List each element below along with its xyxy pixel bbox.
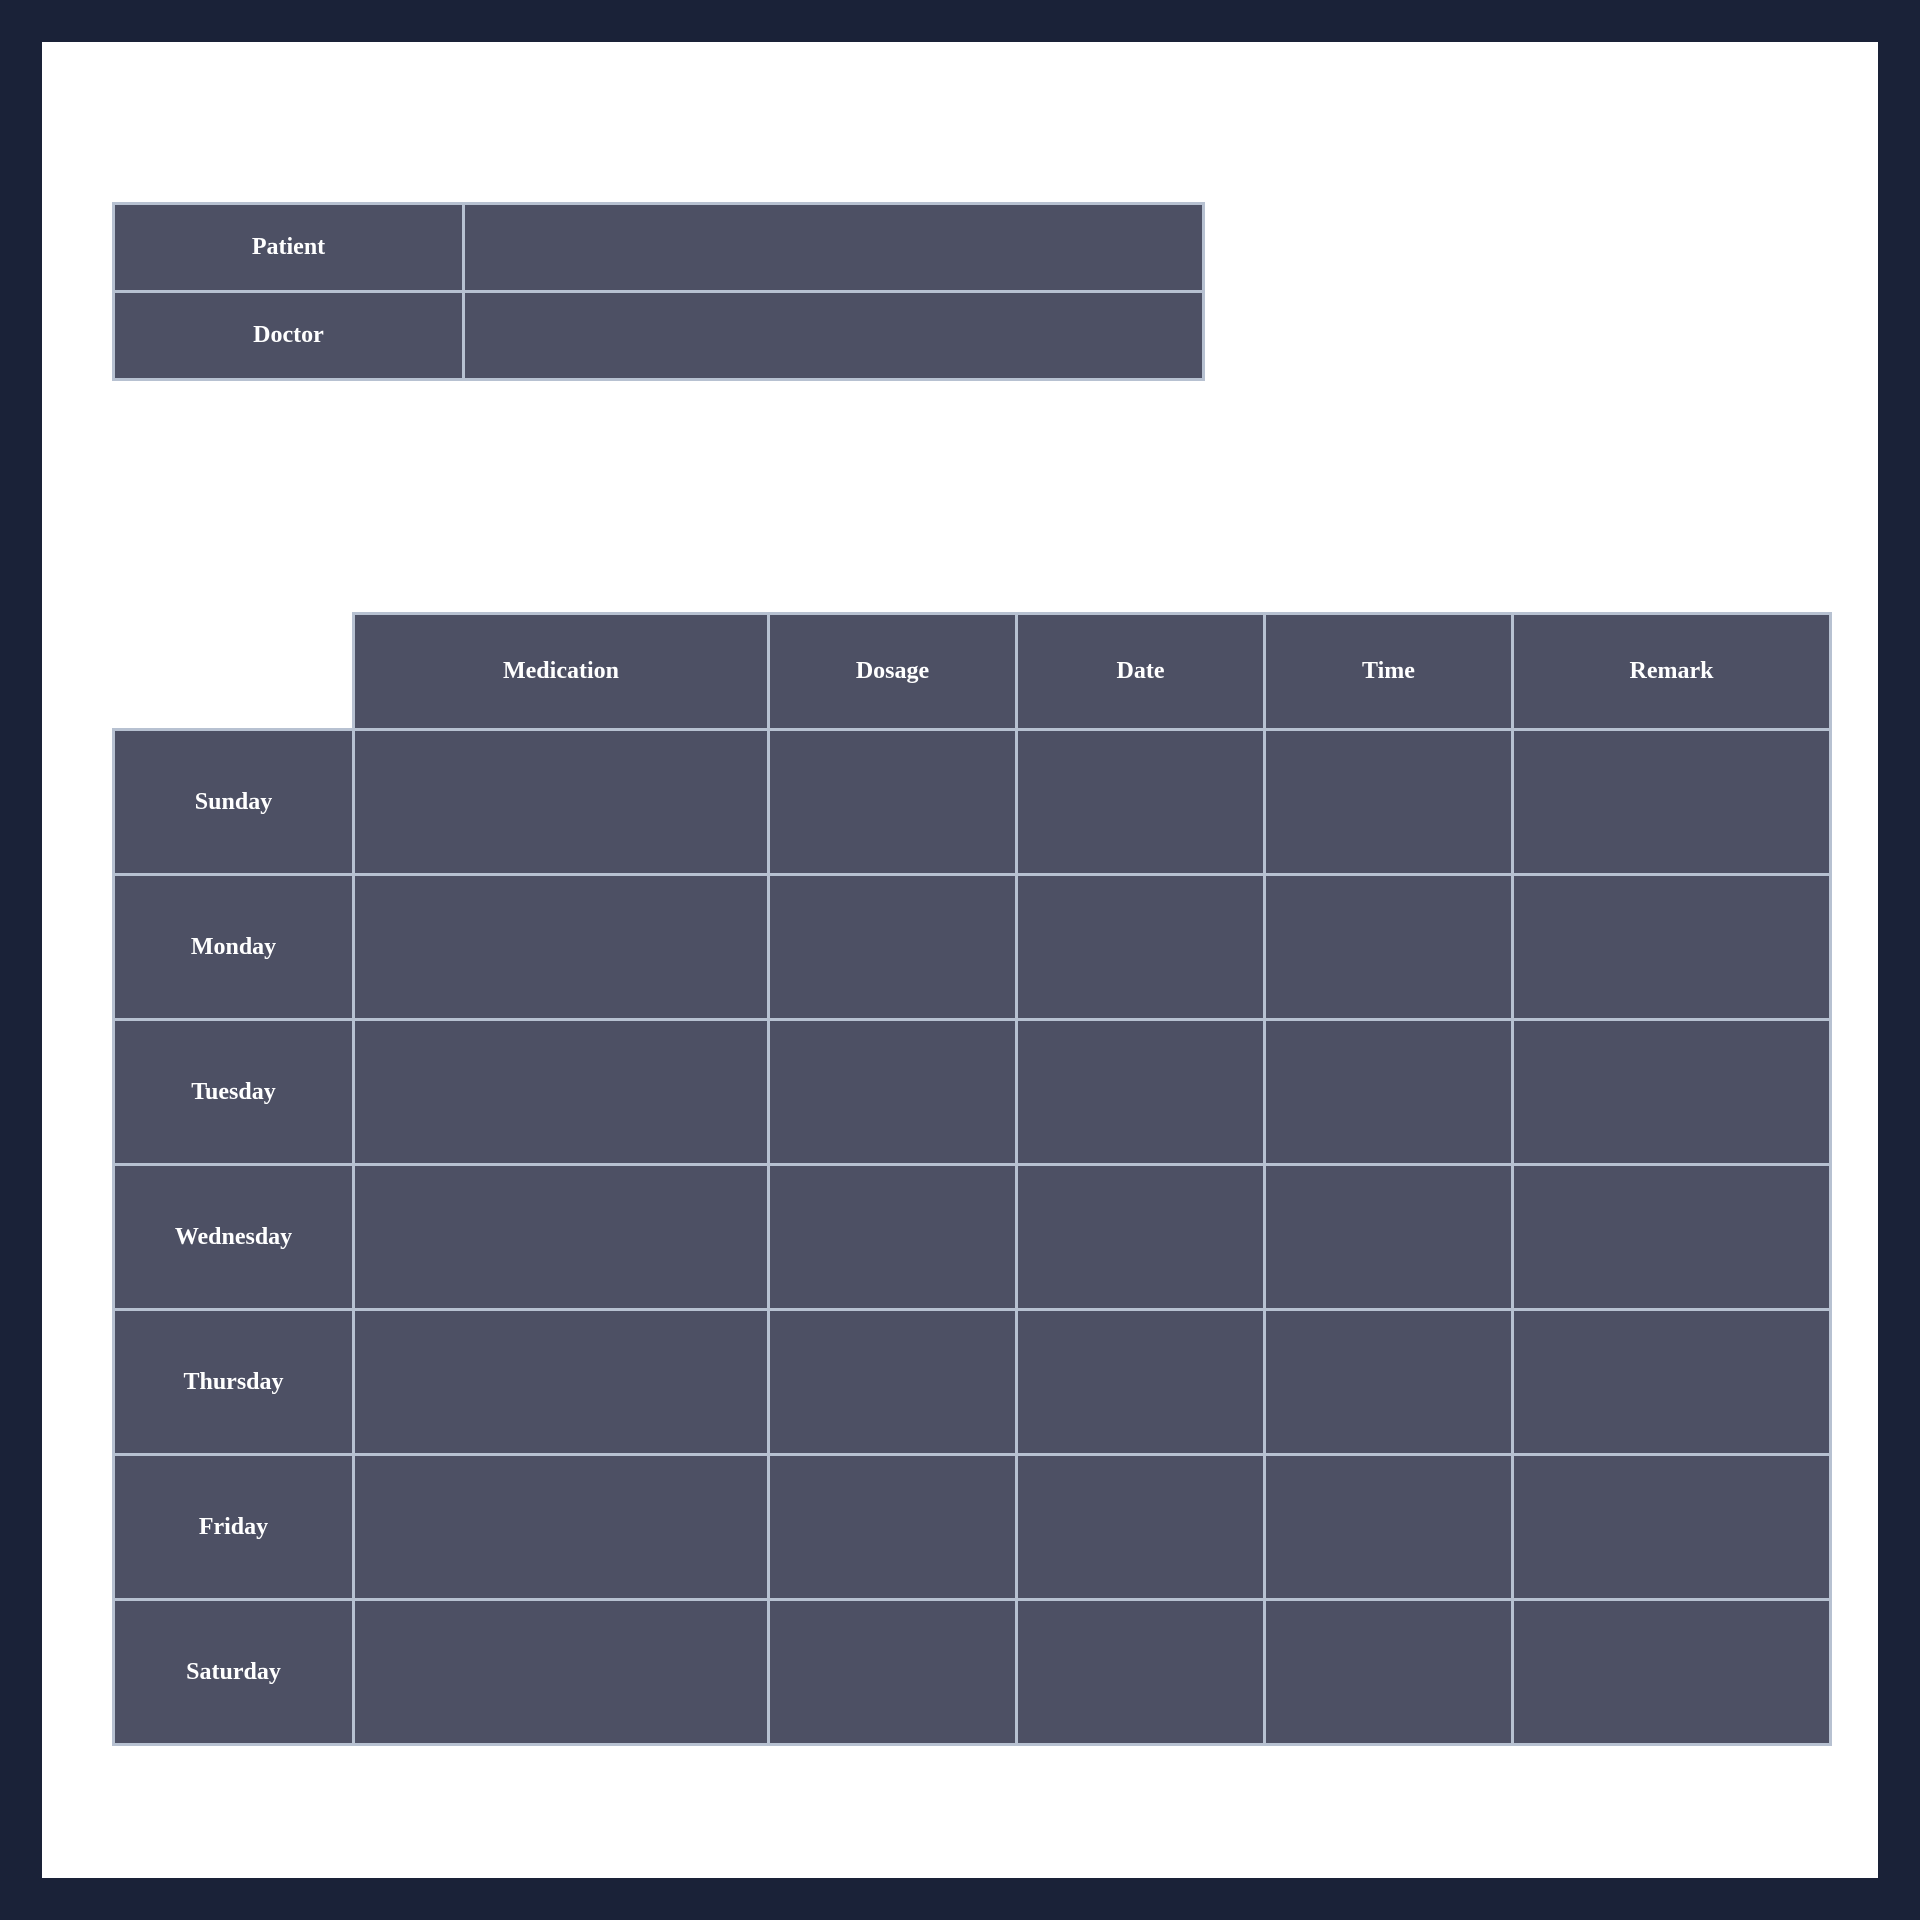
cell-saturday-dosage[interactable] <box>769 1600 1017 1745</box>
cell-saturday-remark[interactable] <box>1513 1600 1831 1745</box>
cell-tuesday-time[interactable] <box>1265 1020 1513 1165</box>
cell-thursday-time[interactable] <box>1265 1310 1513 1455</box>
cell-wednesday-date[interactable] <box>1017 1165 1265 1310</box>
row-label-wednesday: Wednesday <box>114 1165 354 1310</box>
cell-friday-remark[interactable] <box>1513 1455 1831 1600</box>
cell-wednesday-dosage[interactable] <box>769 1165 1017 1310</box>
col-header-date: Date <box>1017 614 1265 730</box>
info-label-patient: Patient <box>114 204 464 292</box>
cell-thursday-date[interactable] <box>1017 1310 1265 1455</box>
cell-tuesday-medication[interactable] <box>354 1020 769 1165</box>
col-header-dosage: Dosage <box>769 614 1017 730</box>
cell-wednesday-time[interactable] <box>1265 1165 1513 1310</box>
cell-sunday-remark[interactable] <box>1513 730 1831 875</box>
cell-monday-date[interactable] <box>1017 875 1265 1020</box>
schedule-row-friday: Friday <box>114 1455 1831 1600</box>
schedule-corner-blank <box>114 614 354 730</box>
page: Patient Doctor Medication Dosage Date Ti… <box>42 42 1878 1878</box>
schedule-row-monday: Monday <box>114 875 1831 1020</box>
schedule-row-sunday: Sunday <box>114 730 1831 875</box>
schedule-header-row: Medication Dosage Date Time Remark <box>114 614 1831 730</box>
info-table: Patient Doctor <box>112 202 1205 381</box>
info-row-doctor: Doctor <box>114 292 1204 380</box>
cell-monday-time[interactable] <box>1265 875 1513 1020</box>
cell-saturday-medication[interactable] <box>354 1600 769 1745</box>
cell-saturday-time[interactable] <box>1265 1600 1513 1745</box>
info-value-patient[interactable] <box>464 204 1204 292</box>
row-label-monday: Monday <box>114 875 354 1020</box>
schedule-row-tuesday: Tuesday <box>114 1020 1831 1165</box>
cell-saturday-date[interactable] <box>1017 1600 1265 1745</box>
col-header-remark: Remark <box>1513 614 1831 730</box>
cell-sunday-medication[interactable] <box>354 730 769 875</box>
cell-tuesday-dosage[interactable] <box>769 1020 1017 1165</box>
col-header-medication: Medication <box>354 614 769 730</box>
cell-friday-time[interactable] <box>1265 1455 1513 1600</box>
row-label-thursday: Thursday <box>114 1310 354 1455</box>
row-label-sunday: Sunday <box>114 730 354 875</box>
cell-sunday-time[interactable] <box>1265 730 1513 875</box>
cell-monday-dosage[interactable] <box>769 875 1017 1020</box>
cell-thursday-dosage[interactable] <box>769 1310 1017 1455</box>
info-value-doctor[interactable] <box>464 292 1204 380</box>
schedule-row-thursday: Thursday <box>114 1310 1831 1455</box>
cell-monday-medication[interactable] <box>354 875 769 1020</box>
row-label-saturday: Saturday <box>114 1600 354 1745</box>
schedule-body: Sunday Monday Tuesday <box>114 730 1831 1745</box>
cell-sunday-dosage[interactable] <box>769 730 1017 875</box>
cell-thursday-medication[interactable] <box>354 1310 769 1455</box>
cell-thursday-remark[interactable] <box>1513 1310 1831 1455</box>
cell-wednesday-remark[interactable] <box>1513 1165 1831 1310</box>
cell-friday-medication[interactable] <box>354 1455 769 1600</box>
row-label-tuesday: Tuesday <box>114 1020 354 1165</box>
info-label-doctor: Doctor <box>114 292 464 380</box>
cell-friday-dosage[interactable] <box>769 1455 1017 1600</box>
cell-sunday-date[interactable] <box>1017 730 1265 875</box>
schedule-table: Medication Dosage Date Time Remark Sunda… <box>112 612 1832 1746</box>
schedule-row-wednesday: Wednesday <box>114 1165 1831 1310</box>
info-row-patient: Patient <box>114 204 1204 292</box>
row-label-friday: Friday <box>114 1455 354 1600</box>
schedule-row-saturday: Saturday <box>114 1600 1831 1745</box>
cell-friday-date[interactable] <box>1017 1455 1265 1600</box>
cell-wednesday-medication[interactable] <box>354 1165 769 1310</box>
col-header-time: Time <box>1265 614 1513 730</box>
cell-tuesday-remark[interactable] <box>1513 1020 1831 1165</box>
cell-monday-remark[interactable] <box>1513 875 1831 1020</box>
cell-tuesday-date[interactable] <box>1017 1020 1265 1165</box>
